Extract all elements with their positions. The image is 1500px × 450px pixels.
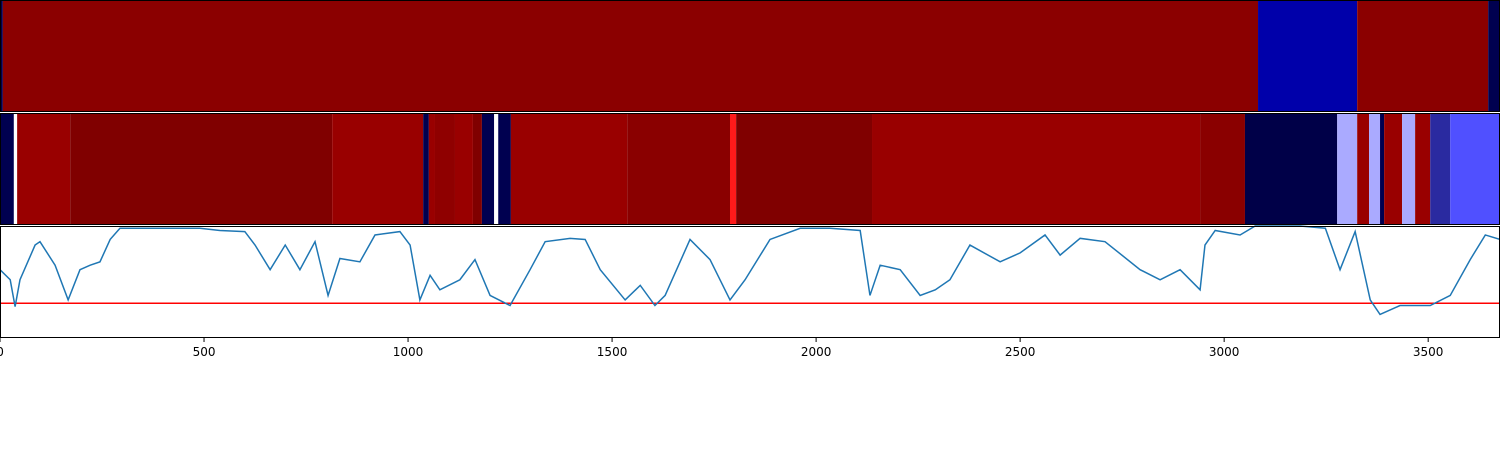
strip-segment bbox=[510, 113, 628, 225]
strip-segment bbox=[736, 113, 873, 225]
strip-segment bbox=[1384, 113, 1403, 225]
strip-segment bbox=[494, 113, 499, 225]
strip-segment bbox=[0, 113, 14, 225]
strip-segment bbox=[1415, 113, 1431, 225]
strip-segment bbox=[17, 113, 71, 225]
x-tick-label: 1000 bbox=[393, 345, 424, 359]
strip-segment bbox=[428, 113, 435, 225]
strip-segment bbox=[1488, 0, 1500, 112]
strip-segment bbox=[472, 113, 482, 225]
strip-segment bbox=[1369, 113, 1381, 225]
data-line bbox=[0, 225, 1500, 316]
strip-segment bbox=[1402, 113, 1416, 225]
strip-segment bbox=[434, 113, 455, 225]
strip-segment bbox=[2, 0, 1259, 112]
strip-segment bbox=[730, 113, 737, 225]
strip-segment bbox=[0, 0, 3, 112]
strip-segment bbox=[1430, 113, 1451, 225]
strip-segment bbox=[1258, 0, 1358, 112]
strip-segment bbox=[872, 113, 1201, 225]
strip-segment bbox=[627, 113, 731, 225]
strip-segment bbox=[454, 113, 473, 225]
strip-segment bbox=[1380, 113, 1385, 225]
strip-segment bbox=[332, 113, 424, 225]
strip-segment bbox=[13, 113, 18, 225]
x-tick-label: 3500 bbox=[1413, 345, 1444, 359]
strip-segment bbox=[423, 113, 429, 225]
strip-segment bbox=[1244, 113, 1338, 225]
x-tick-label: 3000 bbox=[1209, 345, 1240, 359]
strip-segment bbox=[498, 113, 511, 225]
x-tick-label: 1500 bbox=[597, 345, 628, 359]
strip-segment bbox=[481, 113, 495, 225]
x-tick-label: 2000 bbox=[801, 345, 832, 359]
x-tick-label: 0 bbox=[0, 345, 4, 359]
strip-segment bbox=[1357, 113, 1370, 225]
x-tick-label: 500 bbox=[193, 345, 216, 359]
x-tick-label: 2500 bbox=[1005, 345, 1036, 359]
strip-segment bbox=[1450, 113, 1500, 225]
strip-segment bbox=[1337, 113, 1358, 225]
panel-frame bbox=[0, 226, 1500, 338]
strip-segment bbox=[1200, 113, 1245, 225]
strip-segment bbox=[70, 113, 333, 225]
strip-segment bbox=[1357, 0, 1489, 112]
